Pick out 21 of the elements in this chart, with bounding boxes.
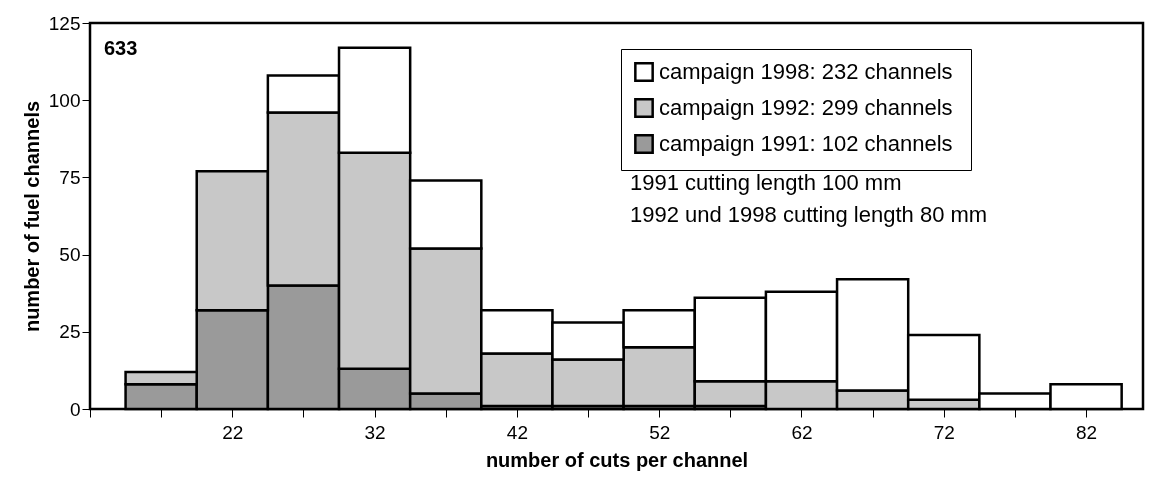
y-tick-label: 100 — [48, 89, 81, 111]
annotation: 633 — [104, 37, 138, 59]
x-tick-label: 62 — [791, 421, 813, 443]
legend-label: campaign 1991: 102 channels — [659, 131, 953, 156]
x-tick-label: 32 — [364, 421, 386, 443]
y-tick-label: 0 — [69, 398, 81, 420]
x-tick-label: 22 — [222, 421, 244, 443]
y-axis-title: number of fuel channels — [20, 100, 43, 333]
x-tick-label: 72 — [933, 421, 955, 443]
annotation: 1992 und 1998 cutting length 80 mm — [630, 202, 988, 227]
annotation: 1991 cutting length 100 mm — [630, 170, 902, 195]
legend-label: campaign 1998: 232 channels — [659, 59, 953, 84]
x-axis-title: number of cuts per channel — [485, 448, 749, 471]
y-tick-label: 50 — [59, 244, 81, 266]
y-tick-label: 75 — [59, 166, 81, 188]
x-tick-label: 82 — [1076, 421, 1098, 443]
y-tick-label: 125 — [48, 12, 81, 34]
legend-label: campaign 1992: 299 channels — [659, 95, 953, 120]
x-tick-label: 42 — [506, 421, 528, 443]
y-tick-label: 25 — [59, 321, 81, 343]
x-tick-label: 52 — [649, 421, 671, 443]
